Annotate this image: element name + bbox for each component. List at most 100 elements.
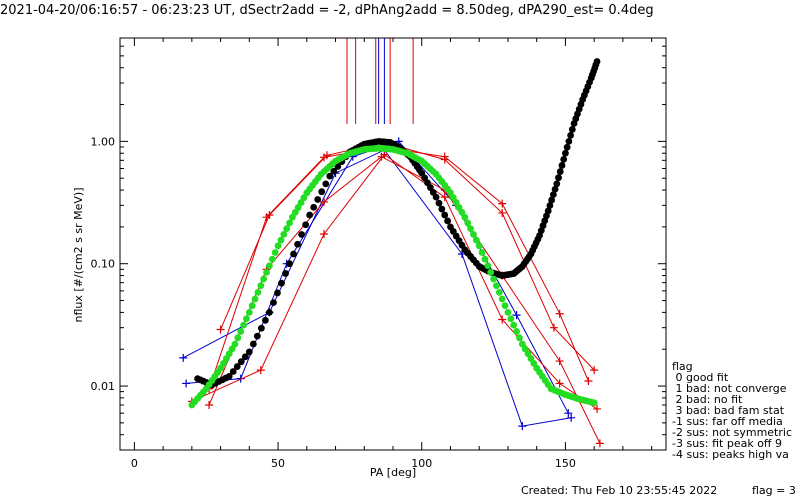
created-timestamp: Created: Thu Feb 10 23:55:45 2022: [521, 484, 717, 497]
legend-item-2: 2 bad: no fit: [672, 393, 743, 406]
black-curve-dot: [551, 185, 559, 193]
chart-title: 2021-04-20/06:16:57 - 06:23:23 UT, dSect…: [0, 3, 654, 18]
series-point: [205, 400, 214, 409]
black-curve-dot: [241, 353, 249, 361]
black-curve-dot: [593, 58, 601, 65]
legend-title: flag: [672, 360, 693, 373]
series-line: [208, 146, 589, 389]
black-curve-dot: [278, 279, 285, 287]
black-curve-dot: [286, 260, 293, 268]
black-curve-dot: [444, 217, 451, 225]
black-curve-dot: [553, 180, 561, 188]
y-tick-label: 1.00: [91, 135, 116, 148]
black-curve-dot: [314, 196, 322, 203]
black-curve-dot: [282, 270, 289, 277]
series-line: [220, 141, 595, 371]
green-curve-dot: [260, 275, 268, 283]
black-curve-dot: [556, 168, 564, 175]
series-point: [518, 422, 527, 431]
green-curve-dot: [472, 236, 480, 244]
green-curve-dot: [513, 328, 520, 335]
legend-item-0: 0 good fit: [672, 371, 729, 384]
y-tick-label: 0.10: [91, 258, 116, 271]
green-curve-dot: [254, 288, 262, 296]
green-curve-dot: [461, 213, 469, 221]
black-curve-dot: [432, 193, 440, 201]
black-curve-dot: [438, 205, 446, 213]
black-curve-dot: [298, 231, 306, 238]
green-curve-dot: [487, 268, 495, 276]
black-curve-dot: [330, 167, 338, 175]
green-curve-dot: [470, 230, 477, 238]
black-curve-dot: [544, 207, 552, 215]
plot-area: [179, 38, 604, 448]
series-point: [567, 413, 576, 422]
green-curve-dot: [263, 268, 270, 276]
green-curve-dot: [283, 225, 291, 233]
black-curve-dot: [549, 191, 557, 199]
legend-item-3: 3 bad: bad fam stat: [672, 404, 785, 417]
black-curve-dot: [322, 180, 330, 188]
green-curve-dot: [501, 302, 509, 310]
black-curve-dot: [334, 163, 342, 170]
series-line: [182, 149, 572, 427]
series-point: [498, 199, 507, 208]
legend-item-4: -1 sus: far off media: [672, 415, 783, 428]
green-curve-dot: [251, 295, 259, 303]
y-tick-label: 0.01: [91, 380, 116, 393]
series-point: [440, 193, 449, 202]
y-axis-label: nflux [#/(cm2 s sr MeV)]: [72, 188, 85, 323]
black-curve-dot: [310, 203, 318, 211]
black-curve-dot: [245, 348, 253, 356]
black-curve-dot: [567, 131, 574, 139]
green-curve-dot: [237, 328, 245, 335]
green-curve-dot: [478, 249, 486, 256]
black-curve-dot: [441, 211, 449, 219]
green-curve-dot: [484, 262, 492, 270]
series-point: [555, 357, 564, 366]
green-curve-dot: [510, 321, 518, 329]
series-point: [320, 229, 329, 238]
series-point: [236, 374, 245, 383]
series-point: [182, 379, 191, 388]
black-curve-dot: [546, 202, 554, 209]
green-curve-dot: [257, 282, 265, 290]
series-point: [549, 323, 558, 332]
green-curve-dot: [590, 399, 598, 407]
x-tick-label: 0: [131, 457, 138, 470]
green-curve-dot: [240, 321, 247, 329]
green-curve-dot: [245, 308, 253, 316]
black-curve-dot: [294, 240, 301, 248]
black-curve-dot: [262, 316, 269, 324]
black-curve-dot: [565, 137, 573, 145]
series-point: [440, 152, 449, 161]
black-curve-dot: [560, 155, 568, 163]
black-curve-dot: [435, 199, 443, 207]
green-curve-dot: [248, 302, 256, 310]
green-curve-dot: [243, 315, 250, 323]
series-point: [584, 376, 593, 385]
series-point: [593, 404, 602, 413]
series-point: [377, 152, 386, 161]
series-point: [564, 409, 573, 418]
x-tick-label: 100: [411, 457, 432, 470]
green-curve-dot: [286, 219, 293, 227]
green-curve-dot: [490, 275, 497, 283]
green-curve-dot: [464, 219, 472, 227]
black-curve-dot: [257, 324, 265, 332]
green-curve-dot: [481, 255, 489, 263]
series-point: [595, 439, 604, 448]
black-curve-dot: [548, 196, 556, 204]
black-curve-dot: [290, 250, 297, 258]
x-axis-label: PA [deg]: [370, 466, 416, 479]
green-curve-dot: [504, 308, 512, 316]
black-curve-dot: [568, 126, 576, 133]
green-curve-dot: [467, 225, 474, 233]
legend-item-7: -4 sus: peaks high va: [672, 448, 789, 461]
black-curve-dot: [233, 363, 241, 370]
legend-item-5: -2 sus: not symmetric: [672, 426, 792, 439]
series-point: [256, 366, 265, 375]
green-curve-dot: [493, 282, 500, 290]
black-curve-dot: [266, 308, 273, 316]
